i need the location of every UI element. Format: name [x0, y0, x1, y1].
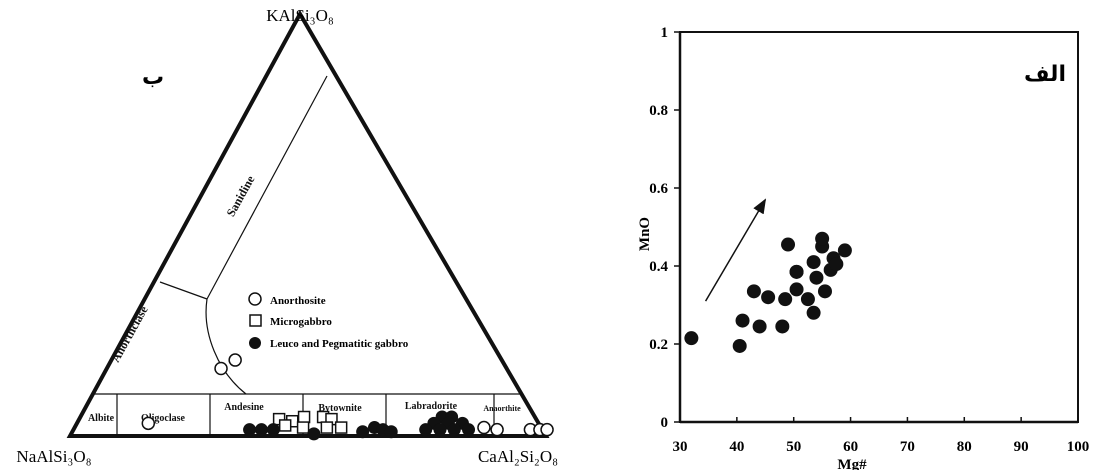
vertex-right-label: CaAl₂Si₂O₈	[478, 447, 558, 466]
panel-label-alef: الف	[1024, 62, 1066, 87]
gabbro-point	[307, 427, 321, 441]
legend-open-circle-marker	[248, 292, 262, 306]
scatter-point	[837, 243, 852, 258]
y-tick-label: 0.4	[649, 259, 668, 275]
y-tick-label: 0	[661, 415, 669, 431]
gabbro-point	[384, 425, 398, 439]
legend: Anorthosite Microgabbro Leuco and Pegmat…	[248, 292, 409, 350]
x-tick-label: 100	[1067, 439, 1090, 455]
scatter-point	[806, 305, 821, 320]
scatter-point	[732, 338, 747, 353]
y-axis-label: MnO	[637, 217, 653, 251]
field-label-sanidine: Sanidine	[224, 173, 258, 219]
x-tick-label: 70	[900, 439, 915, 455]
field-label-anorthoclase: Anorthclase	[108, 303, 151, 365]
x-tick-label: 60	[843, 439, 858, 455]
gabbro-point	[254, 423, 268, 437]
scatter-point	[817, 284, 832, 299]
x-tick-label: 50	[786, 439, 801, 455]
legend-label-gabbro: Leuco and Pegmatitic gabbro	[270, 338, 409, 350]
anorthosite-point	[490, 422, 504, 437]
scatter-point	[815, 231, 830, 246]
anorthoclase-curve	[205, 298, 247, 395]
microgabbro-point	[278, 419, 292, 432]
anorthosite-point	[540, 422, 554, 437]
trend-arrow	[704, 198, 767, 302]
field-label-bytownite: Bytownite	[318, 403, 362, 414]
gabbro-point	[447, 423, 461, 437]
x-axis-ticks: 30 40 50 60 70 80 90 100	[673, 417, 1090, 455]
legend-filled-circle-marker	[249, 337, 261, 349]
anorthosite-point	[228, 353, 242, 367]
y-tick-label: 1	[661, 25, 669, 41]
anorthosite-point	[477, 420, 491, 435]
field-label-oligoclase: Oligoclase	[141, 413, 185, 424]
y-axis-ticks: 0 0.2 0.4 0.6 0.8 1	[649, 25, 680, 431]
scatter-point	[800, 292, 815, 307]
y-tick-label: 0.6	[649, 181, 668, 197]
scatter-data-points	[684, 231, 852, 353]
scatter-point	[789, 264, 804, 279]
gabbro-point	[266, 423, 280, 437]
scatter-point	[789, 282, 804, 297]
field-label-albite: Albite	[88, 413, 115, 424]
gabbro-point	[462, 423, 476, 437]
gabbro-point	[419, 423, 433, 437]
y-tick-label: 0.2	[649, 337, 668, 353]
ternary-diagram: KAlSi₃O₈ NaAlSi₃O₈ CaAl₂Si₂O₈ ب Sanidine…	[16, 6, 558, 466]
gabbro-point	[356, 425, 370, 439]
legend-label-anorthosite: Anorthosite	[270, 295, 326, 307]
scatter-point	[752, 319, 767, 334]
scatter-point	[746, 284, 761, 299]
field-label-labradorite: Labradorite	[405, 401, 458, 412]
scatter-plot: 30 40 50 60 70 80 90 100 0 0.2 0.4 0.6 0.8 1 Mg# MnO…	[637, 25, 1089, 470]
microgabbro-point	[320, 421, 334, 434]
x-tick-label: 40	[729, 439, 744, 455]
plot-frame	[679, 31, 1079, 423]
scatter-point	[809, 270, 824, 285]
field-label-anorthite: Anaorthite	[483, 404, 521, 413]
scatter-point	[829, 257, 844, 272]
x-tick-label: 90	[1014, 439, 1029, 455]
scatter-point	[775, 319, 790, 334]
vertex-left-label: NaAlSi₃O₈	[16, 447, 91, 466]
microgabbro-point	[296, 421, 310, 434]
scatter-point	[778, 292, 793, 307]
field-boundaries	[93, 75, 523, 436]
legend-open-square-marker	[249, 314, 262, 327]
sanidine-boundary-left	[159, 281, 208, 300]
ternary-data-points	[141, 353, 554, 441]
scatter-point	[684, 331, 699, 346]
field-label-andesine: Andesine	[224, 402, 264, 413]
scatter-point	[781, 237, 796, 252]
gabbro-point	[243, 423, 257, 437]
microgabbro-point	[334, 421, 348, 434]
anorthosite-point	[141, 416, 156, 431]
legend-label-microgabbro: Microgabbro	[270, 316, 332, 328]
gabbro-point	[433, 423, 447, 437]
x-axis-label: Mg#	[837, 457, 867, 470]
anorthosite-point	[214, 361, 228, 376]
scatter-point	[735, 313, 750, 328]
panel-label-b: ب	[142, 65, 164, 90]
scatter-point	[806, 255, 821, 270]
x-tick-label: 80	[957, 439, 972, 455]
vertex-top-label: KAlSi₃O₈	[266, 6, 334, 25]
scatter-point	[761, 290, 776, 305]
sanidine-boundary-diagonal	[206, 75, 328, 300]
x-tick-label: 30	[673, 439, 688, 455]
y-tick-label: 0.8	[649, 103, 668, 119]
microgabbro-point	[297, 410, 311, 424]
